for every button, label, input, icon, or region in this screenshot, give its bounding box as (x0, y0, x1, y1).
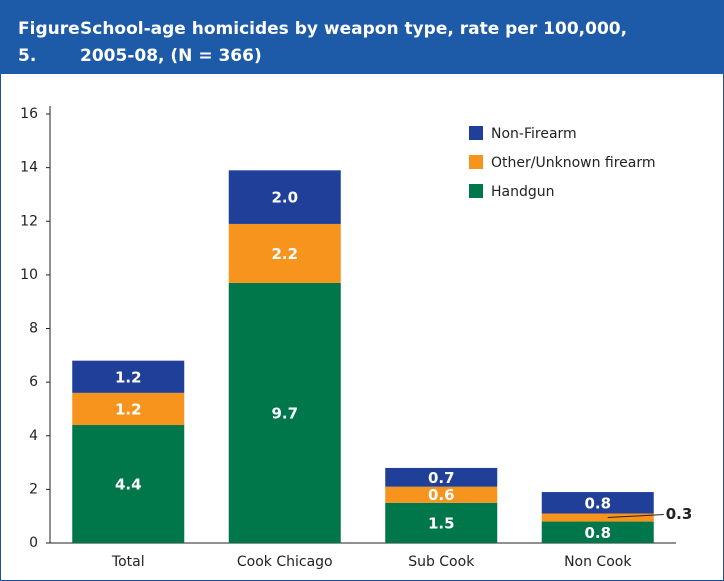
y-tick-label: 0 (29, 535, 38, 551)
y-tick-label: 16 (20, 106, 38, 122)
leader-line (607, 514, 664, 519)
value-label: 0.8 (584, 524, 611, 542)
value-label: 4.4 (115, 476, 142, 494)
legend-swatch (469, 184, 483, 198)
legend-swatch (469, 126, 483, 140)
value-label: 0.3 (666, 505, 693, 523)
title-band: Figure 5. School-age homicides by weapon… (0, 0, 724, 74)
y-tick-label: 4 (29, 428, 38, 444)
value-label: 2.2 (271, 245, 298, 263)
value-label: 9.7 (271, 404, 298, 422)
y-tick-label: 6 (29, 374, 38, 390)
y-tick-label: 10 (20, 267, 38, 283)
value-label: 0.7 (428, 469, 455, 487)
value-label: 0.8 (584, 494, 611, 512)
value-label: 1.2 (115, 368, 142, 386)
figure-label: Figure 5. (18, 19, 80, 66)
value-label: 0.6 (428, 486, 455, 504)
bar-segment (541, 513, 654, 522)
y-tick-label: 12 (20, 213, 38, 229)
bar-segment (228, 223, 341, 283)
bar-segment (541, 521, 654, 543)
y-tick-label: 14 (20, 160, 38, 176)
legend-label: Handgun (491, 184, 555, 200)
x-tick-label: Cook Chicago (237, 554, 333, 570)
legend-label: Other/Unknown firearm (491, 155, 656, 171)
y-tick-label: 8 (29, 321, 38, 337)
legend-swatch (469, 155, 483, 169)
chart-title: School-age homicides by weapon type, rat… (80, 19, 628, 66)
legend-label: Non-Firearm (491, 126, 577, 142)
x-tick-label: Total (111, 554, 145, 570)
x-tick-label: Non Cook (564, 554, 632, 570)
x-tick-label: Sub Cook (408, 554, 475, 570)
value-label: 1.2 (115, 400, 142, 418)
value-label: 2.0 (271, 189, 298, 207)
y-tick-label: 2 (29, 481, 38, 497)
bar-segment (385, 502, 498, 543)
bar-segment (228, 170, 341, 224)
bar-segment (228, 282, 341, 543)
bar-segment (72, 392, 185, 426)
value-label: 1.5 (428, 514, 455, 532)
bar-segment (72, 360, 185, 393)
bar-segment (541, 492, 654, 514)
bar-segment (385, 486, 498, 503)
bar-segment (385, 467, 498, 487)
bar-segment (72, 425, 185, 543)
